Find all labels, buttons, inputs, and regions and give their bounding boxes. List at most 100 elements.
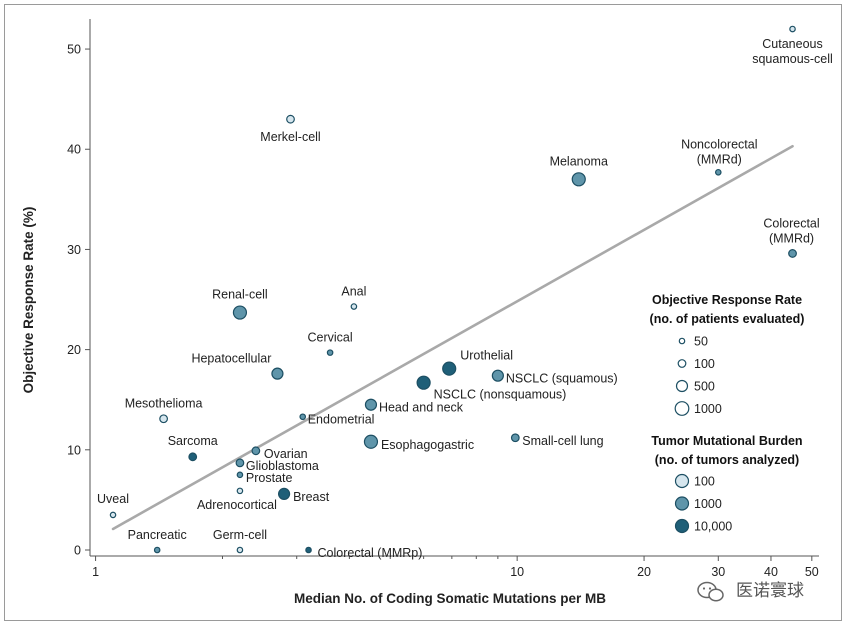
legend-shade-label: 10,000	[694, 520, 732, 534]
data-point-label: Glioblastoma	[246, 459, 319, 473]
data-point: Uveal	[97, 492, 129, 519]
data-point-label: Colorectal (MMRp)	[318, 546, 423, 560]
data-point: Head and neck	[364, 398, 464, 415]
data-point-label: (MMRd)	[769, 231, 814, 245]
legend-size-marker	[674, 401, 690, 416]
data-point-label: Endometrial	[308, 413, 375, 427]
data-point: NSCLC (nonsquamous)	[416, 375, 567, 402]
data-point: Mesothelioma	[125, 397, 203, 424]
data-point-label: Adrenocortical	[197, 498, 277, 512]
y-tick-label: 40	[67, 143, 81, 157]
data-point-label: Germ-cell	[213, 528, 267, 542]
legend-shade-marker	[674, 496, 690, 511]
chart-frame	[4, 4, 842, 621]
data-point-label: Ovarian	[264, 447, 308, 461]
y-axis-title: Objective Response Rate (%)	[21, 207, 36, 394]
x-tick-label: 1	[92, 565, 99, 579]
y-ticks: 0 10 20 30 40 50	[67, 43, 90, 557]
data-point-label: Pancreatic	[128, 528, 187, 542]
data-point-marker	[789, 25, 796, 33]
data-point-label: Renal-cell	[212, 288, 268, 302]
data-point-marker	[236, 546, 244, 554]
data-point: Ovarian	[251, 446, 308, 461]
data-point-marker	[364, 398, 378, 411]
data-point-label: Anal	[341, 285, 366, 299]
data-point: Melanoma	[550, 154, 608, 187]
data-point: Noncolorectal(MMRd)	[681, 137, 758, 176]
y-tick-label: 0	[74, 543, 81, 557]
data-point-label: squamous-cell	[752, 52, 833, 66]
data-point: Germ-cell	[213, 528, 267, 554]
legend-tmb-title: Tumor Mutational Burden	[651, 434, 802, 448]
data-point-label: Cervical	[308, 331, 353, 345]
data-point-marker	[286, 114, 295, 124]
data-point: Colorectal (MMRp)	[305, 546, 423, 560]
y-tick-label: 10	[67, 443, 81, 457]
data-point-label: Cutaneous	[762, 37, 822, 51]
data-point-label: Breast	[293, 490, 330, 504]
data-point-label: Mesothelioma	[125, 397, 203, 411]
data-point-label: Urothelial	[460, 349, 513, 363]
watermark-text: 医诺寰球	[736, 580, 804, 600]
data-point: Endometrial	[299, 413, 375, 427]
x-tick-label: 10	[510, 565, 524, 579]
data-point: Cervical	[308, 331, 353, 356]
legend-response-title: (no. of patients evaluated)	[650, 312, 805, 326]
x-tick-label: 40	[764, 565, 778, 579]
data-point-marker	[510, 433, 520, 443]
data-point-label: (MMRd)	[697, 152, 742, 166]
data-point-marker	[326, 349, 334, 356]
x-ticks: 1 10 20 30 40 50	[92, 556, 819, 579]
data-point: NSCLC (squamous)	[491, 369, 618, 386]
data-point-label: Esophagogastric	[381, 438, 474, 452]
data-point-label: Sarcoma	[168, 434, 218, 448]
y-tick-label: 30	[67, 243, 81, 257]
legend-size-label: 100	[694, 357, 715, 371]
data-point-label: Noncolorectal	[681, 137, 757, 151]
data-point: Adrenocortical	[197, 487, 277, 512]
data-point: Esophagogastric	[363, 434, 474, 452]
data-point: Sarcoma	[168, 434, 218, 462]
data-point-label: Prostate	[246, 471, 293, 485]
legend-size-marker	[675, 379, 689, 393]
legend-size-label: 500	[694, 380, 715, 394]
legend-response-title: Objective Response Rate	[652, 293, 802, 307]
data-point-label: NSCLC (nonsquamous)	[434, 388, 567, 402]
y-tick-label: 20	[67, 343, 81, 357]
legend-size-marker	[678, 337, 686, 345]
data-point-marker	[442, 361, 457, 376]
data-point-marker	[109, 511, 117, 519]
data-point-marker	[236, 487, 244, 495]
wechat-icon	[697, 581, 724, 602]
data-point-marker	[188, 452, 198, 462]
data-point-marker	[299, 413, 307, 421]
data-point-label: Head and neck	[379, 401, 464, 415]
data-point-label: Melanoma	[550, 154, 608, 168]
data-point: Breast	[277, 487, 330, 504]
axes: 0 10 20 30 40 50 1 10 20 30 40 50	[67, 19, 819, 579]
data-point-marker	[305, 546, 312, 554]
data-point: Urothelial	[442, 349, 513, 376]
legend-shade-label: 1000	[694, 497, 722, 511]
data-point: Small-cell lung	[510, 433, 604, 448]
legend-size-label: 1000	[694, 402, 722, 416]
data-point-marker	[271, 367, 284, 380]
data-point-marker	[153, 546, 161, 554]
x-axis-title: Median No. of Coding Somatic Mutations p…	[294, 591, 606, 606]
data-point-marker	[350, 303, 358, 310]
legend-size-marker	[677, 359, 687, 368]
x-tick-label: 30	[711, 565, 725, 579]
data-point-label: Uveal	[97, 492, 129, 506]
data-point-marker	[363, 434, 379, 449]
data-point-label: Hepatocellular	[191, 352, 271, 366]
data-point-marker	[788, 249, 797, 258]
data-point: Renal-cell	[212, 288, 268, 320]
y-tick-label: 50	[67, 43, 81, 57]
data-point: Hepatocellular	[191, 352, 284, 380]
data-point-marker	[236, 471, 244, 479]
legend-size-label: 50	[694, 335, 708, 349]
trend-line	[111, 144, 794, 531]
data-point: Pancreatic	[128, 528, 187, 554]
